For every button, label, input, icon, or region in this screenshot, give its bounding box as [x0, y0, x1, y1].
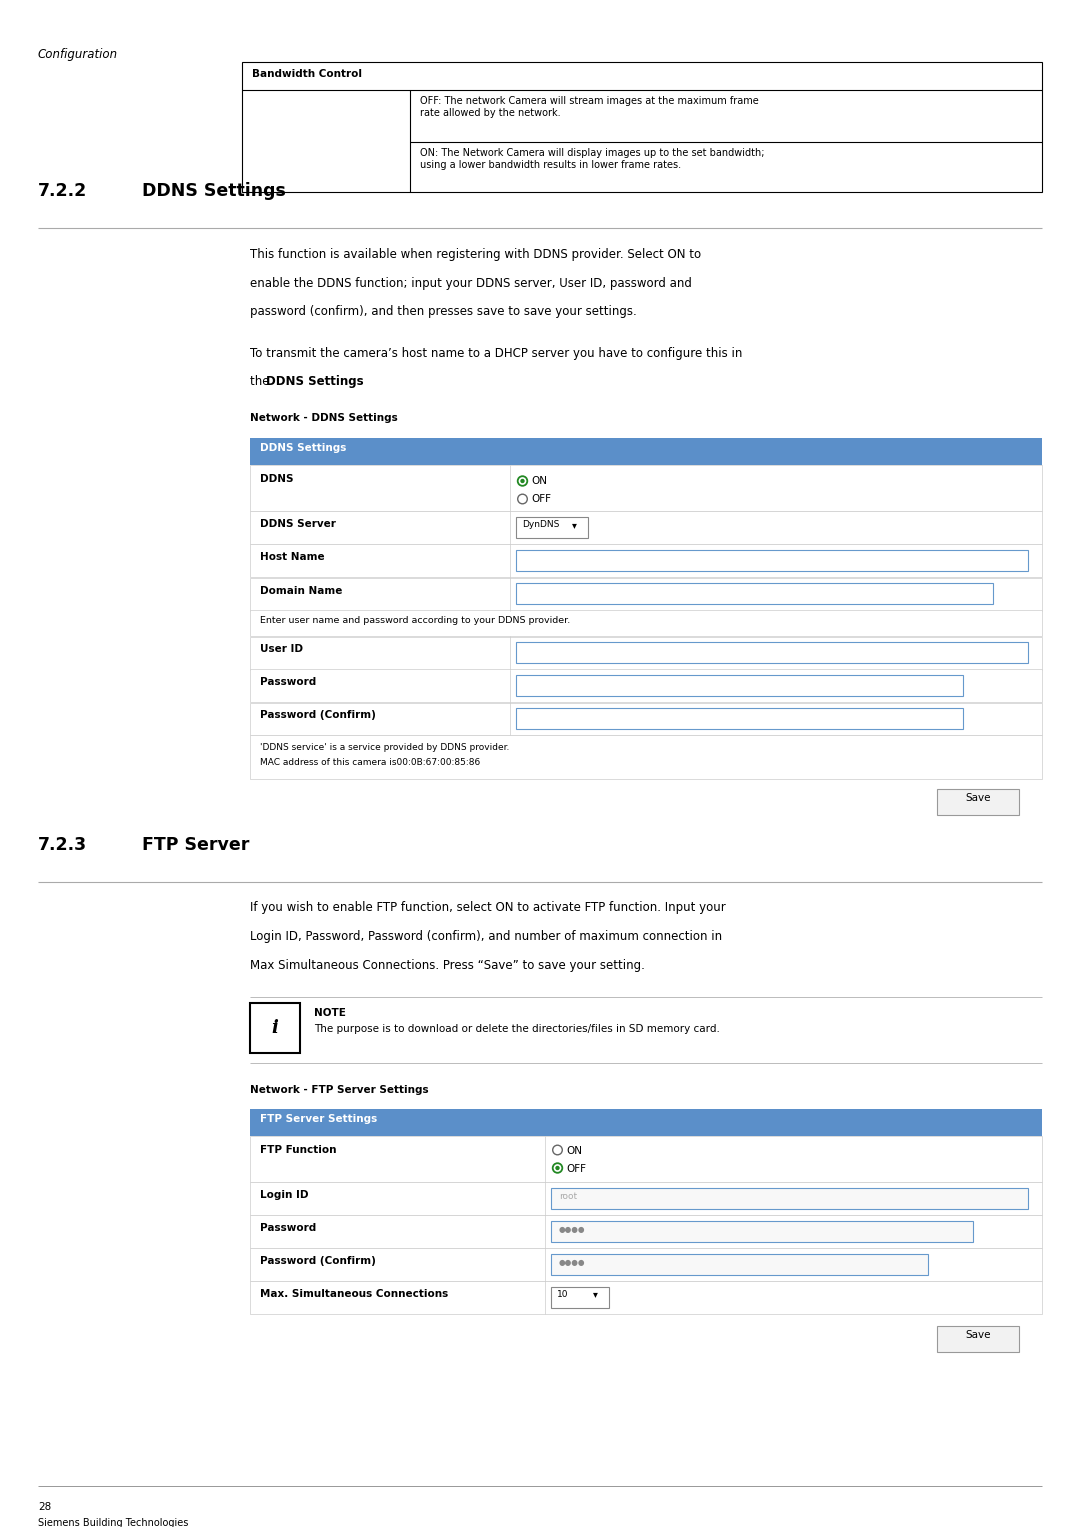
Bar [551, 1220, 973, 1241]
Text: password (confirm), and then presses save to save your settings.: password (confirm), and then presses sav… [249, 305, 637, 318]
Text: Bandwidth Control: Bandwidth Control [252, 69, 362, 79]
Circle shape [553, 1164, 563, 1173]
Text: OFF: OFF [531, 495, 551, 504]
Bar [937, 789, 1020, 815]
Bar [516, 551, 1028, 571]
Text: If you wish to enable FTP function, select ON to activate FTP function. Input yo: If you wish to enable FTP function, sele… [249, 901, 726, 915]
Bar [249, 512, 1042, 545]
Text: Siemens Building Technologies: Siemens Building Technologies [38, 1518, 188, 1527]
Text: Max. Simultaneous Connections: Max. Simultaneous Connections [260, 1289, 448, 1298]
Bar [242, 63, 1042, 192]
Bar [551, 1254, 928, 1275]
Text: DDNS Settings: DDNS Settings [260, 443, 347, 454]
Bar [249, 1003, 300, 1052]
Text: DDNS Settings: DDNS Settings [141, 182, 286, 200]
Text: Save: Save [966, 794, 990, 803]
Text: DDNS Server: DDNS Server [260, 519, 336, 530]
Text: .: . [327, 376, 330, 388]
Text: FTP Server Settings: FTP Server Settings [260, 1113, 377, 1124]
Text: The purpose is to download or delete the directories/files in SD memory card.: The purpose is to download or delete the… [314, 1025, 720, 1034]
Circle shape [555, 1165, 559, 1170]
Text: ▾: ▾ [572, 521, 577, 530]
Bar [249, 1109, 1042, 1136]
Text: This function is available when registering with DDNS provider. Select ON to: This function is available when register… [249, 247, 701, 261]
Bar [249, 611, 1042, 637]
Bar [516, 518, 588, 539]
Text: i: i [271, 1019, 279, 1037]
Text: DDNS: DDNS [260, 475, 294, 484]
Text: ▾: ▾ [593, 1289, 598, 1299]
Bar [249, 466, 1042, 512]
Text: Host Name: Host Name [260, 553, 325, 562]
Text: NOTE: NOTE [314, 1008, 346, 1019]
Text: Max Simultaneous Connections. Press “Save” to save your setting.: Max Simultaneous Connections. Press “Sav… [249, 959, 645, 971]
Bar [249, 577, 1042, 611]
Bar [249, 1136, 1042, 1182]
Text: OFF: The network Camera will stream images at the maximum frame
rate allowed by : OFF: The network Camera will stream imag… [420, 96, 759, 118]
Text: DynDNS: DynDNS [522, 521, 559, 530]
Text: User ID: User ID [260, 644, 303, 655]
Text: 7.2.2: 7.2.2 [38, 182, 87, 200]
Circle shape [517, 495, 527, 504]
Bar [551, 1287, 609, 1307]
Bar [249, 438, 1042, 466]
Bar [249, 545, 1042, 577]
Bar [249, 637, 1042, 669]
Text: Password: Password [260, 1223, 316, 1232]
Text: the: the [249, 376, 273, 388]
Text: Password: Password [260, 678, 316, 687]
Text: Login ID: Login ID [260, 1190, 309, 1200]
Text: FTP Function: FTP Function [260, 1145, 337, 1154]
Text: Enter user name and password according to your DDNS provider.: Enter user name and password according t… [260, 617, 570, 626]
Bar [249, 1248, 1042, 1281]
Text: MAC address of this camera is00:0B:67:00:85:86: MAC address of this camera is00:0B:67:00… [260, 759, 481, 768]
Circle shape [521, 479, 525, 483]
Text: enable the DDNS function; input your DDNS server, User ID, password and: enable the DDNS function; input your DDN… [249, 276, 692, 290]
Bar [516, 709, 963, 730]
Text: Save: Save [966, 1330, 990, 1339]
Text: ON: ON [531, 476, 546, 487]
Text: Password (Confirm): Password (Confirm) [260, 1255, 376, 1266]
Bar [249, 702, 1042, 736]
Text: ON: The Network Camera will display images up to the set bandwidth;
using a lowe: ON: The Network Camera will display imag… [420, 148, 765, 169]
Text: Configuration: Configuration [38, 47, 118, 61]
Text: To transmit the camera’s host name to a DHCP server you have to configure this i: To transmit the camera’s host name to a … [249, 347, 742, 360]
Bar [516, 643, 1028, 664]
Text: OFF: OFF [566, 1164, 586, 1174]
Bar [249, 669, 1042, 702]
Text: Network - FTP Server Settings: Network - FTP Server Settings [249, 1084, 429, 1095]
Bar [516, 583, 993, 605]
Text: Login ID, Password, Password (confirm), and number of maximum connection in: Login ID, Password, Password (confirm), … [249, 930, 723, 944]
Bar [516, 675, 963, 696]
Text: DDNS Settings: DDNS Settings [267, 376, 364, 388]
Text: ●●●●: ●●●● [559, 1258, 585, 1266]
Bar [249, 1182, 1042, 1214]
Text: Domain Name: Domain Name [260, 585, 342, 596]
Circle shape [517, 476, 527, 486]
Bar [937, 1325, 1020, 1351]
Circle shape [553, 1145, 563, 1154]
Text: 'DDNS service' is a service provided by DDNS provider.: 'DDNS service' is a service provided by … [260, 744, 510, 753]
Text: root: root [559, 1191, 577, 1200]
Text: Network - DDNS Settings: Network - DDNS Settings [249, 414, 397, 423]
Bar [249, 1281, 1042, 1313]
Text: ON: ON [566, 1145, 582, 1156]
Bar [551, 1188, 1028, 1208]
Text: 10: 10 [557, 1289, 568, 1298]
Text: ●●●●: ●●●● [559, 1225, 585, 1234]
Text: FTP Server: FTP Server [141, 835, 249, 854]
Text: Password (Confirm): Password (Confirm) [260, 710, 376, 721]
Bar [249, 736, 1042, 779]
Text: 28: 28 [38, 1503, 51, 1512]
Bar [249, 1214, 1042, 1248]
Text: 7.2.3: 7.2.3 [38, 835, 87, 854]
